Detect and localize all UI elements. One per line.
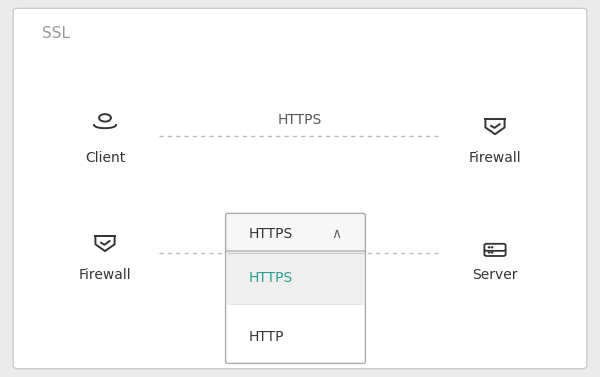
FancyBboxPatch shape bbox=[13, 8, 587, 369]
Text: HTTPS: HTTPS bbox=[278, 113, 322, 127]
Circle shape bbox=[491, 247, 493, 248]
Text: HTTPS: HTTPS bbox=[248, 271, 293, 285]
Text: HTTPS: HTTPS bbox=[248, 227, 293, 241]
FancyBboxPatch shape bbox=[484, 244, 506, 251]
FancyBboxPatch shape bbox=[484, 249, 506, 256]
Circle shape bbox=[488, 247, 490, 248]
Text: SSL: SSL bbox=[42, 26, 70, 41]
Text: HTTP: HTTP bbox=[248, 330, 284, 344]
Text: Firewall: Firewall bbox=[79, 268, 131, 282]
Text: Firewall: Firewall bbox=[469, 151, 521, 165]
Text: Client: Client bbox=[85, 151, 125, 165]
FancyBboxPatch shape bbox=[227, 252, 364, 305]
Circle shape bbox=[488, 252, 490, 253]
FancyBboxPatch shape bbox=[226, 251, 365, 363]
Text: Server: Server bbox=[472, 268, 518, 282]
Circle shape bbox=[491, 252, 493, 253]
FancyBboxPatch shape bbox=[226, 213, 365, 254]
Text: ∧: ∧ bbox=[331, 227, 341, 241]
